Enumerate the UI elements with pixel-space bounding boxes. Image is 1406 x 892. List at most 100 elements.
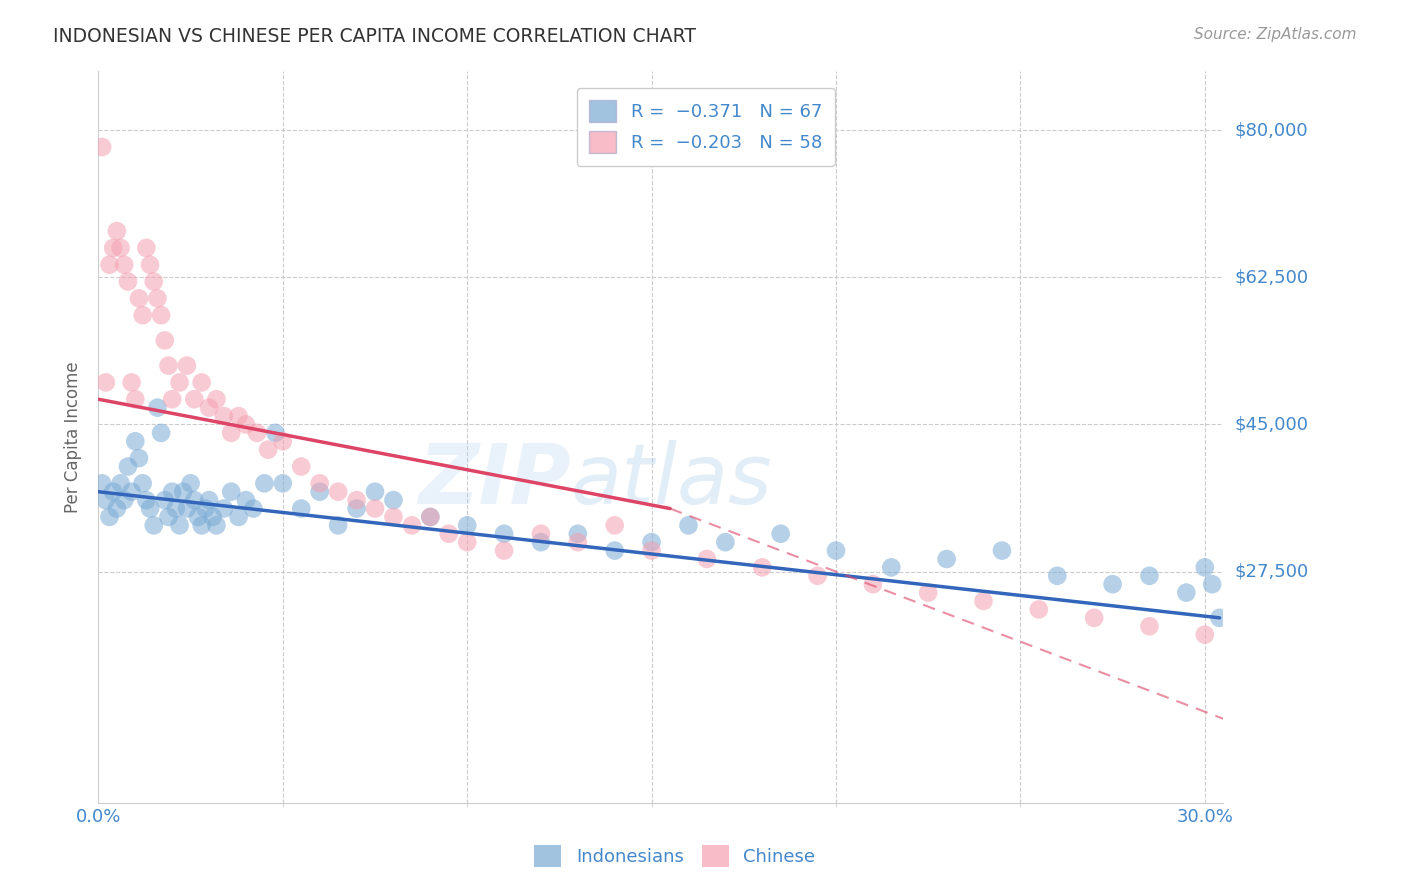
Point bbox=[769, 526, 792, 541]
Point bbox=[973, 594, 995, 608]
Point bbox=[235, 493, 257, 508]
Y-axis label: Per Capita Income: Per Capita Income bbox=[65, 361, 83, 513]
Point bbox=[105, 501, 128, 516]
Point bbox=[382, 510, 405, 524]
Point bbox=[228, 409, 250, 423]
Point bbox=[172, 484, 194, 499]
Point bbox=[1101, 577, 1123, 591]
Point bbox=[117, 459, 139, 474]
Point bbox=[253, 476, 276, 491]
Point bbox=[131, 308, 153, 322]
Point bbox=[1194, 560, 1216, 574]
Point bbox=[183, 493, 205, 508]
Point bbox=[153, 493, 176, 508]
Point bbox=[176, 359, 198, 373]
Point bbox=[112, 493, 135, 508]
Point bbox=[530, 526, 553, 541]
Point bbox=[205, 518, 228, 533]
Text: Source: ZipAtlas.com: Source: ZipAtlas.com bbox=[1194, 27, 1357, 42]
Text: $62,500: $62,500 bbox=[1234, 268, 1309, 286]
Point bbox=[198, 493, 221, 508]
Point bbox=[419, 510, 441, 524]
Point bbox=[128, 291, 150, 305]
Point bbox=[1083, 611, 1105, 625]
Point bbox=[121, 484, 143, 499]
Point bbox=[194, 501, 217, 516]
Point bbox=[326, 484, 349, 499]
Point bbox=[228, 510, 250, 524]
Point bbox=[110, 476, 132, 491]
Point bbox=[935, 552, 957, 566]
Point bbox=[135, 241, 157, 255]
Point bbox=[94, 376, 117, 390]
Point bbox=[290, 501, 312, 516]
Point bbox=[567, 535, 589, 549]
Point bbox=[105, 224, 128, 238]
Legend: R =  −0.371   N = 67, R =  −0.203   N = 58: R = −0.371 N = 67, R = −0.203 N = 58 bbox=[576, 87, 835, 166]
Point bbox=[242, 501, 264, 516]
Point bbox=[640, 543, 662, 558]
Point bbox=[825, 543, 848, 558]
Point bbox=[880, 560, 903, 574]
Point bbox=[153, 334, 176, 348]
Point bbox=[91, 476, 114, 491]
Point bbox=[139, 258, 162, 272]
Point bbox=[131, 476, 153, 491]
Point bbox=[308, 476, 330, 491]
Point bbox=[157, 359, 180, 373]
Point bbox=[437, 526, 460, 541]
Point bbox=[271, 434, 294, 449]
Point bbox=[101, 241, 124, 255]
Point bbox=[257, 442, 280, 457]
Point bbox=[603, 518, 626, 533]
Point bbox=[494, 526, 516, 541]
Point bbox=[991, 543, 1014, 558]
Point bbox=[1208, 611, 1230, 625]
Legend: Indonesians, Chinese: Indonesians, Chinese bbox=[527, 838, 823, 874]
Point bbox=[205, 392, 228, 407]
Point bbox=[382, 493, 405, 508]
Point bbox=[603, 543, 626, 558]
Text: $80,000: $80,000 bbox=[1234, 121, 1308, 139]
Point bbox=[212, 501, 235, 516]
Point bbox=[219, 425, 242, 440]
Point bbox=[917, 585, 939, 599]
Point bbox=[364, 484, 387, 499]
Point bbox=[121, 376, 143, 390]
Point bbox=[494, 543, 516, 558]
Point bbox=[212, 409, 235, 423]
Point bbox=[128, 451, 150, 466]
Point bbox=[187, 510, 209, 524]
Point bbox=[346, 501, 368, 516]
Point bbox=[201, 510, 224, 524]
Point bbox=[124, 392, 146, 407]
Point bbox=[124, 434, 146, 449]
Point bbox=[139, 501, 162, 516]
Point bbox=[165, 501, 187, 516]
Point bbox=[101, 484, 124, 499]
Point bbox=[530, 535, 553, 549]
Point bbox=[246, 425, 269, 440]
Point bbox=[157, 510, 180, 524]
Point bbox=[146, 401, 169, 415]
Point bbox=[419, 510, 441, 524]
Point bbox=[142, 518, 165, 533]
Point bbox=[1194, 627, 1216, 641]
Point bbox=[1028, 602, 1050, 616]
Point bbox=[714, 535, 737, 549]
Point bbox=[176, 501, 198, 516]
Text: INDONESIAN VS CHINESE PER CAPITA INCOME CORRELATION CHART: INDONESIAN VS CHINESE PER CAPITA INCOME … bbox=[53, 27, 696, 45]
Point bbox=[169, 518, 191, 533]
Point bbox=[160, 484, 183, 499]
Point bbox=[150, 308, 173, 322]
Point bbox=[110, 241, 132, 255]
Point bbox=[264, 425, 287, 440]
Point bbox=[346, 493, 368, 508]
Text: $45,000: $45,000 bbox=[1234, 416, 1309, 434]
Point bbox=[401, 518, 423, 533]
Point bbox=[290, 459, 312, 474]
Point bbox=[183, 392, 205, 407]
Text: $27,500: $27,500 bbox=[1234, 563, 1309, 581]
Point bbox=[456, 518, 478, 533]
Point bbox=[146, 291, 169, 305]
